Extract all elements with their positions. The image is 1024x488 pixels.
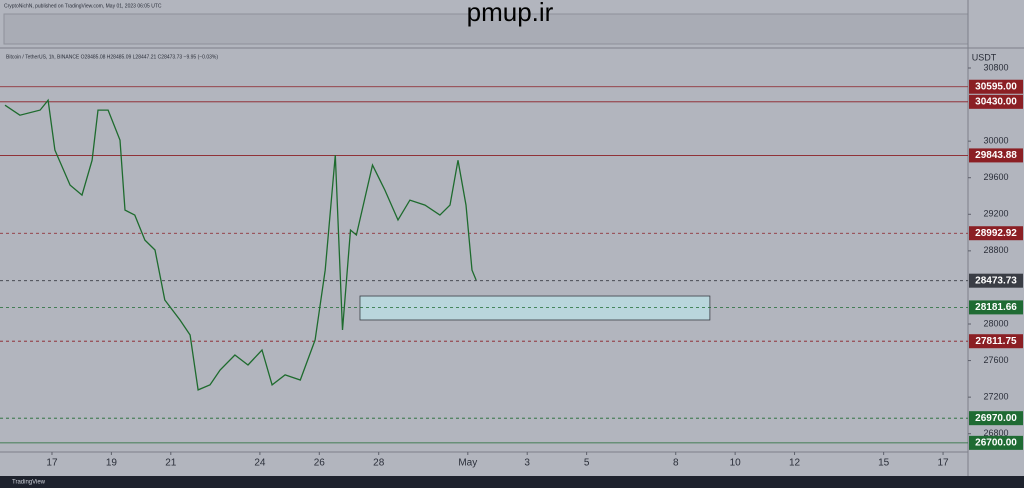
level-tag [969, 148, 1023, 163]
price-line [4, 98, 477, 391]
x-tick-label: 12 [789, 458, 801, 469]
y-tick-label: 30000 [983, 136, 1008, 146]
x-tick-label: 19 [106, 458, 118, 469]
level-label: 26700.00 [975, 437, 1017, 448]
zone [359, 295, 711, 321]
y-tick-label: 27200 [983, 392, 1008, 402]
x-tick-label: 17 [46, 458, 58, 469]
level-tag [969, 94, 1023, 109]
x-tick-label: 21 [165, 458, 177, 469]
y-tick-label: 30800 [983, 62, 1008, 72]
level-label: 28992.92 [975, 228, 1017, 239]
level-tag [969, 435, 1023, 450]
x-tick-label: 8 [673, 458, 679, 469]
level-tag [969, 334, 1023, 349]
level-tag [969, 79, 1023, 94]
level-label: 28181.66 [975, 302, 1017, 313]
x-tick-label: 24 [254, 458, 266, 469]
level-label: 30430.00 [975, 96, 1017, 107]
footer-bar [0, 476, 1024, 488]
watermark: pmup.ir [467, 0, 554, 27]
x-tick-label: 15 [878, 458, 890, 469]
level-tag [969, 411, 1023, 426]
oscillator-panel [3, 13, 969, 45]
y-tick-label: 28800 [983, 245, 1008, 255]
level-label: 30595.00 [975, 81, 1017, 92]
level-label: 28473.73 [975, 275, 1017, 286]
level-label: 29843.88 [975, 150, 1017, 161]
publisher: CryptoNichN, published on TradingView.co… [4, 3, 162, 9]
y-tick-label: 26800 [983, 428, 1008, 438]
level-tag [969, 226, 1023, 241]
level-label: 27811.75 [975, 336, 1017, 347]
x-tick-label: 5 [584, 458, 590, 469]
footer-brand: TradingView [12, 480, 46, 486]
x-tick-label: 3 [524, 458, 530, 469]
y-tick-label: 29600 [983, 172, 1008, 182]
x-tick-label: 28 [373, 458, 385, 469]
chart-title: Bitcoin / TetherUS, 1h, BINANCE O28485.0… [6, 54, 218, 60]
x-tick-label: May [458, 458, 477, 469]
y-tick-label: 29200 [983, 209, 1008, 219]
level-label: 26970.00 [975, 413, 1017, 424]
y-tick-label: 28000 [983, 318, 1008, 328]
y-tick-label: 27600 [983, 355, 1008, 365]
x-tick-label: 26 [314, 458, 326, 469]
level-tag [969, 300, 1023, 315]
x-tick-label: 10 [730, 458, 742, 469]
y-unit: USDT [972, 52, 997, 62]
x-tick-label: 17 [937, 458, 949, 469]
level-tag [969, 273, 1023, 288]
